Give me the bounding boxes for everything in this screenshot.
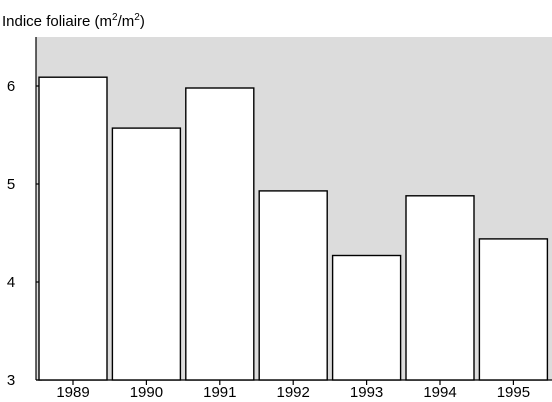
- y-tick-label: 6: [7, 78, 15, 95]
- y-tick-label: 4: [7, 274, 15, 291]
- y-axis-label-middle: /m: [118, 13, 135, 30]
- y-axis-label-prefix: Indice foliaire (m: [2, 13, 112, 30]
- bars: [38, 76, 549, 381]
- bar-1991: [185, 87, 255, 381]
- y-axis-label-superscript-2: 2: [134, 12, 140, 23]
- x-tick-label-1994: 1994: [423, 384, 456, 401]
- bar-1989: [38, 76, 108, 381]
- bar-1995: [478, 238, 549, 381]
- y-axis-label: Indice foliaire (m2/m2): [2, 12, 145, 30]
- x-tick-label-1995: 1995: [497, 384, 530, 401]
- x-axis-tick-labels: 1989 1990 1991 1992 1993 1994 1995: [56, 380, 530, 401]
- y-tick-label: 5: [7, 176, 15, 193]
- x-tick-label-1992: 1992: [277, 384, 310, 401]
- x-tick-label-1991: 1991: [203, 384, 236, 401]
- y-axis-label-suffix: ): [140, 13, 145, 30]
- bar-1992: [258, 190, 328, 381]
- x-tick-label-1990: 1990: [130, 384, 163, 401]
- x-tick-label-1993: 1993: [350, 384, 383, 401]
- bar-1994: [405, 195, 475, 381]
- x-tick-label-1989: 1989: [56, 384, 89, 401]
- bar-1990: [111, 127, 182, 381]
- y-tick-label: 3: [7, 372, 15, 389]
- y-axis-label-superscript-1: 2: [112, 12, 118, 23]
- bar-1993: [331, 254, 402, 381]
